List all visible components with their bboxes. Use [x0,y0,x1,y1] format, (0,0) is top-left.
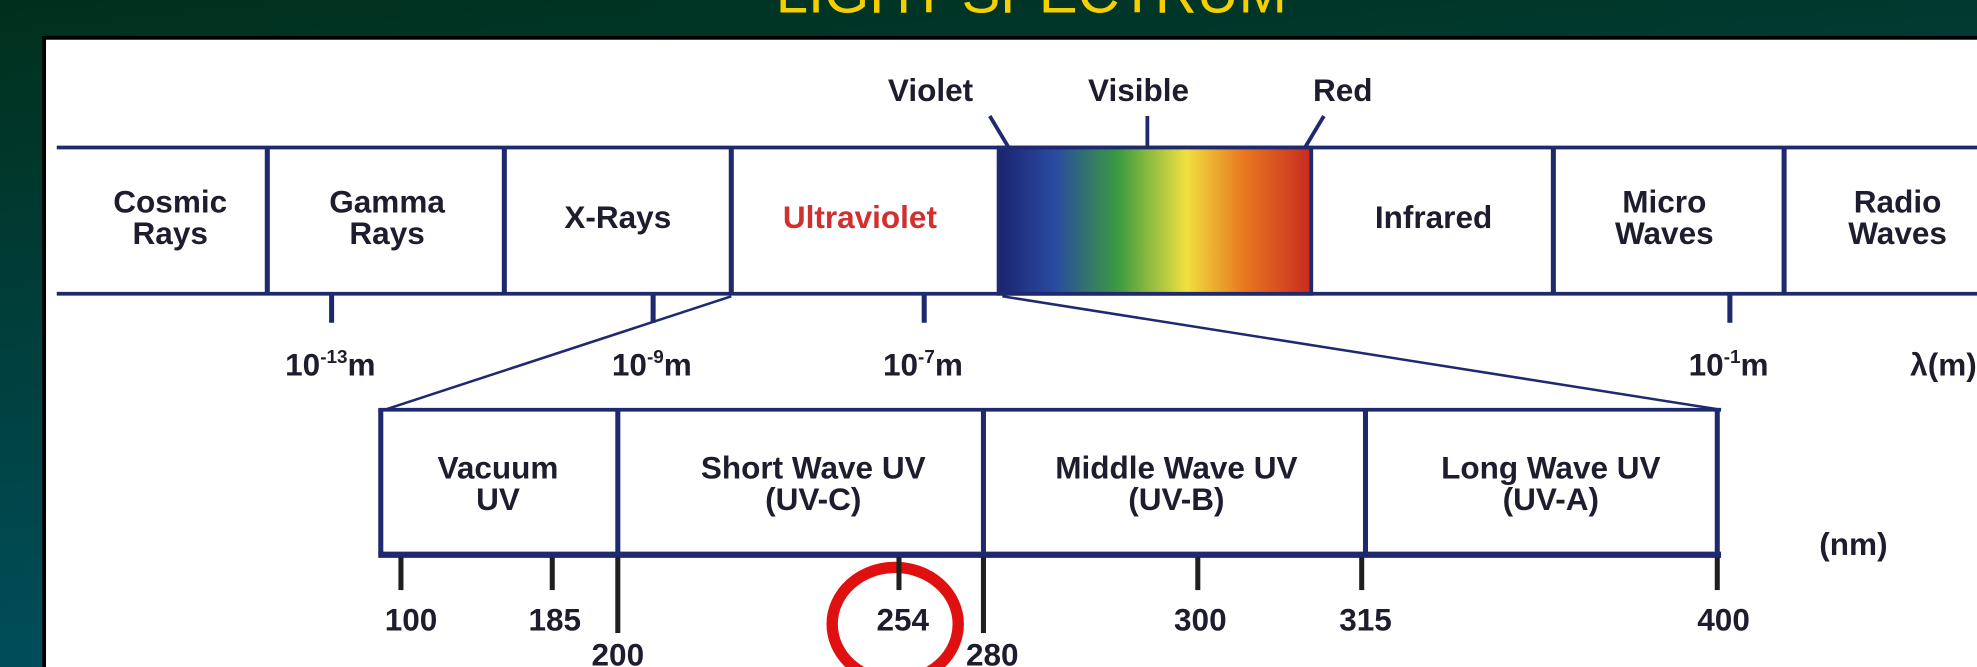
band-label: Infrared [1375,199,1492,235]
highlight-circle [826,561,964,667]
scale-base: 10 [612,347,647,383]
uv-band-label: Long Wave UV [1441,449,1660,485]
band-label: Rays [349,215,424,251]
uv-band-label: (UV-C) [765,481,861,517]
scale-unit: m [935,347,963,383]
spectrum-label: Violet [888,72,974,108]
uv-tick-label: 300 [1174,601,1227,637]
uv-tick-label: 254 [876,601,929,637]
lines [56,115,1977,558]
scale-unit: λ(m) [1910,347,1977,383]
band-label: X-Rays [564,199,671,235]
scale-exp: -7 [918,347,935,368]
scale-label: 10-9m [612,347,692,383]
scale-exp: -9 [647,347,664,368]
band-label: Waves [1615,215,1714,251]
scale-base: 10 [1689,347,1724,383]
visible-spectrum [996,145,1314,296]
band-label: Cosmic [113,183,227,219]
uv-band-label: Middle Wave UV [1055,449,1297,485]
uv-band-label: UV [476,481,520,517]
band-label: Ultraviolet [783,199,938,235]
scale-label: 10-1m [1689,347,1769,383]
scale-label: 10-7m [883,347,963,383]
title: LIGHT SPECTRUM [776,0,1287,26]
uv-tick-label: 280 [966,637,1019,667]
band-label: Radio [1854,183,1942,219]
uv-tick-label: 100 [385,601,438,637]
scale-exp: -1 [1724,347,1741,368]
band-label: Waves [1848,215,1947,251]
uv-band-label: (UV-A) [1503,481,1599,517]
uv-tick-label: 185 [528,601,581,637]
uv-tick-label: 315 [1339,601,1392,637]
spectrum-label: Visible [1088,72,1189,108]
scale-exp: -13 [320,347,347,368]
band-label: Micro [1622,183,1706,219]
uv-tick-label: 400 [1697,601,1750,637]
panel [42,35,1977,667]
uv-band-label: Short Wave UV [701,449,926,485]
band-label: Rays [133,215,208,251]
scale-unit: m [348,347,376,383]
band-label: Gamma [329,183,445,219]
uv-tick-label: 200 [592,637,645,667]
spectrum-label: Red [1313,72,1373,108]
uv-band-label: Vacuum [438,449,559,485]
uv-unit: (nm) [1819,526,1887,562]
scale-label: 10-13m [285,347,375,383]
scale-base: 10 [285,347,320,383]
scale-base: 10 [883,347,918,383]
scale-unit: m [664,347,692,383]
uv-band-label: (UV-B) [1128,481,1224,517]
scale-unit: m [1741,347,1769,383]
